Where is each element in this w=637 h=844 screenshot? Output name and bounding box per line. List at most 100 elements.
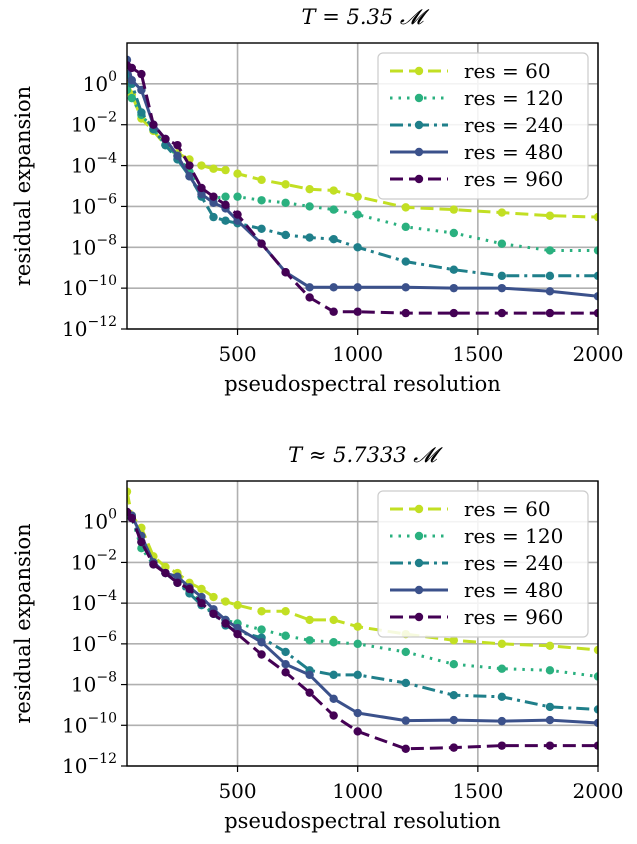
- legend-label: res = 480: [464, 578, 563, 602]
- data-point: [257, 175, 266, 185]
- y-tick-label: 10−4: [71, 151, 117, 178]
- legend-swatch-marker: [414, 120, 424, 130]
- data-point: [197, 598, 206, 608]
- data-point: [593, 246, 598, 255]
- data-point: [221, 597, 230, 606]
- chart-title: T ≈ 5.7333 𝓜: [288, 443, 443, 467]
- legend-label: res = 240: [464, 551, 563, 575]
- legend-item: res = 240: [390, 113, 563, 137]
- data-point: [149, 120, 158, 129]
- data-point: [305, 670, 314, 680]
- data-point: [281, 631, 290, 640]
- data-point: [137, 69, 146, 79]
- data-point: [545, 271, 555, 281]
- x-axis-label: pseudospectral resolution: [224, 809, 501, 833]
- data-point: [545, 741, 555, 750]
- data-point: [497, 664, 507, 673]
- data-point: [197, 183, 206, 193]
- data-point: [497, 271, 507, 281]
- data-point: [329, 186, 338, 195]
- data-point: [593, 645, 598, 655]
- data-point: [221, 216, 230, 225]
- data-point: [197, 161, 206, 170]
- legend-item: res = 960: [390, 167, 563, 191]
- data-point: [161, 568, 170, 578]
- data-point: [497, 639, 507, 649]
- data-point: [209, 212, 218, 222]
- data-point: [329, 711, 338, 720]
- data-point: [593, 271, 598, 281]
- data-point: [353, 283, 362, 292]
- y-axis-label: residual expansion: [11, 523, 35, 723]
- x-tick-label: 1500: [452, 779, 503, 803]
- data-point: [305, 688, 314, 697]
- legend-swatch-marker: [414, 585, 424, 595]
- data-point: [257, 607, 266, 616]
- x-tick-label: 500: [218, 779, 256, 803]
- data-point: [281, 647, 290, 657]
- data-point: [329, 638, 338, 647]
- x-tick-label: 1000: [332, 779, 383, 803]
- data-point: [281, 268, 290, 277]
- y-tick-label: 10−10: [62, 710, 117, 737]
- data-point: [185, 172, 194, 181]
- data-point: [221, 200, 230, 210]
- axes-frame: [126, 42, 599, 330]
- data-point: [221, 619, 230, 628]
- data-point: [233, 192, 242, 201]
- legend-swatch-marker: [414, 174, 424, 184]
- legend-swatch-marker: [414, 504, 424, 514]
- data-point: [257, 196, 266, 205]
- data-point: [197, 189, 206, 199]
- data-point: [233, 210, 242, 219]
- data-point: [353, 639, 362, 649]
- data-point: [401, 678, 410, 688]
- data-point: [221, 165, 230, 175]
- y-tick-label: 10−6: [71, 629, 117, 656]
- legend-frame: [377, 490, 589, 638]
- data-point: [233, 169, 242, 178]
- data-point: [401, 203, 410, 212]
- data-point: [449, 691, 459, 700]
- legend-frame: [377, 52, 589, 200]
- data-point: [401, 308, 410, 318]
- data-point: [257, 650, 266, 659]
- legend-swatch-marker: [414, 558, 424, 568]
- data-point: [209, 592, 218, 602]
- data-point: [305, 202, 314, 211]
- legend-item: res = 60: [390, 59, 551, 83]
- data-point: [329, 694, 338, 704]
- data-point: [149, 560, 158, 569]
- legend-label: res = 960: [464, 167, 563, 191]
- data-point: [161, 562, 170, 572]
- y-tick-label: 10−8: [71, 232, 117, 259]
- data-point: [127, 487, 132, 496]
- series-line-0: [127, 491, 598, 652]
- legend-swatch-marker: [414, 531, 424, 541]
- data-point: [281, 607, 290, 616]
- legend-swatch-marker: [414, 66, 424, 76]
- data-point: [209, 164, 218, 173]
- data-point: [305, 283, 314, 292]
- data-point: [329, 283, 338, 292]
- data-point: [127, 507, 132, 517]
- data-point: [401, 744, 410, 753]
- x-axis-label: pseudospectral resolution: [224, 372, 501, 396]
- data-point: [449, 636, 459, 645]
- legend: res = 60 res = 120 res = 240 res = 480 res =…: [377, 52, 589, 200]
- data-point: [305, 233, 314, 242]
- data-point: [353, 622, 362, 631]
- data-point: [401, 716, 410, 725]
- y-tick-label: 10−12: [62, 314, 117, 341]
- data-point: [329, 307, 338, 316]
- data-point: [449, 283, 459, 293]
- data-point: [127, 85, 132, 95]
- data-point: [281, 660, 290, 669]
- panel-top: 500 1000 1500 2000 100 10−2 10−4 10−6 10−8 10−10 1…: [11, 5, 623, 396]
- data-point: [497, 308, 507, 318]
- legend-label: res = 240: [464, 113, 563, 137]
- y-tick-label: 10−12: [62, 751, 117, 778]
- data-point: [353, 210, 362, 219]
- data-point: [197, 584, 206, 594]
